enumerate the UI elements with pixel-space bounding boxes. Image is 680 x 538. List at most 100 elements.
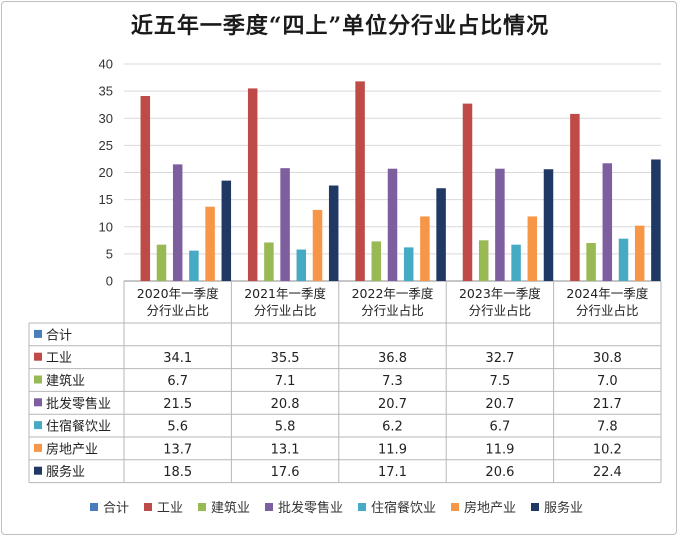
table-cell: 11.9: [378, 442, 407, 457]
category-label: 2022年一季度: [352, 286, 434, 301]
bar-工业-1: [247, 88, 258, 281]
bar-服务业-4: [651, 159, 661, 281]
table-cell: 6.2: [382, 420, 403, 435]
table-cell: 13.7: [163, 442, 192, 457]
row-header: 工业: [46, 351, 72, 366]
bar-住宿餐饮业-1: [296, 249, 307, 281]
row-key-批发零售业: [34, 398, 42, 407]
row-header: 房地产业: [46, 441, 98, 457]
y-tick-label: 30: [99, 111, 113, 126]
legend-key-工业: [144, 503, 152, 511]
bar-住宿餐饮业-3: [511, 244, 521, 281]
bar-批发零售业-1: [280, 168, 290, 281]
bar-工业-2: [355, 81, 365, 281]
category-label: 分行业占比: [361, 303, 424, 318]
y-tick-label: 0: [106, 274, 113, 289]
table-cell: 21.7: [593, 397, 622, 412]
bar-批发零售业-4: [602, 163, 613, 281]
row-key-建筑业: [34, 375, 42, 384]
row-key-房地产业: [34, 443, 42, 452]
table-cell: 6.7: [167, 374, 188, 389]
row-key-工业: [34, 352, 42, 361]
category-label: 2021年一季度: [244, 286, 326, 301]
category-label: 2023年一季度: [459, 286, 541, 301]
table-cell: 11.9: [485, 442, 514, 457]
table-cell: 17.1: [378, 465, 407, 480]
table-cell: 7.8: [597, 420, 618, 435]
table-cell: 6.7: [490, 420, 511, 435]
legend-label: 批发零售业: [278, 500, 343, 516]
legend-label: 房地产业: [464, 500, 516, 516]
table-cell: 30.8: [593, 351, 622, 366]
table-cell: 21.5: [163, 397, 192, 412]
y-tick-label: 40: [99, 57, 113, 72]
bar-服务业-0: [221, 180, 232, 281]
bar-工业-0: [140, 96, 151, 281]
y-tick-label: 35: [99, 84, 113, 99]
y-tick-label: 15: [99, 192, 113, 207]
bar-建筑业-2: [371, 241, 382, 281]
legend-key-住宿餐饮业: [358, 503, 366, 511]
table-cell: 22.4: [593, 465, 622, 480]
row-header: 合计: [46, 328, 72, 343]
bar-房地产业-2: [420, 216, 430, 281]
legend-key-房地产业: [451, 503, 459, 511]
bar-房地产业-4: [634, 225, 645, 281]
table-cell: 17.6: [271, 465, 300, 480]
table-cell: 32.7: [485, 351, 514, 366]
bar-工业-3: [462, 103, 473, 281]
row-key-服务业: [34, 466, 42, 475]
chart-title: 近五年一季度“四上”单位分行业占比情况: [130, 13, 550, 39]
y-tick-label: 10: [99, 219, 113, 234]
bar-批发零售业-3: [495, 168, 505, 281]
table-cell: 36.8: [378, 351, 407, 366]
bar-服务业-2: [436, 188, 446, 281]
row-header: 建筑业: [46, 373, 85, 389]
table-cell: 10.2: [593, 442, 622, 457]
row-key-合计: [34, 329, 42, 338]
row-key-住宿餐饮业: [34, 421, 42, 430]
table-cell: 13.1: [271, 442, 300, 457]
bar-服务业-1: [328, 185, 339, 281]
table-cell: 7.1: [275, 374, 296, 389]
bar-住宿餐饮业-4: [618, 238, 629, 281]
table-cell: 20.7: [485, 397, 514, 412]
y-tick-label: 5: [106, 246, 113, 261]
table-cell: 20.6: [485, 465, 514, 480]
bar-房地产业-0: [205, 206, 215, 281]
table-cell: 7.3: [382, 374, 403, 389]
category-label: 2024年一季度: [566, 286, 648, 301]
table-cell: 7.0: [597, 374, 618, 389]
legend-label: 工业: [157, 501, 183, 516]
bar-住宿餐饮业-2: [403, 247, 414, 281]
legend-label: 住宿餐饮业: [371, 500, 436, 516]
bar-建筑业-0: [156, 244, 167, 281]
legend-label: 建筑业: [211, 500, 250, 516]
legend-label: 服务业: [544, 500, 583, 516]
bar-建筑业-1: [264, 242, 274, 281]
bar-房地产业-1: [312, 209, 323, 281]
table-cell: 5.8: [275, 420, 296, 435]
bar-建筑业-3: [478, 240, 489, 281]
category-label: 分行业占比: [254, 303, 317, 318]
bar-工业-4: [570, 113, 580, 281]
row-header: 住宿餐饮业: [46, 419, 111, 435]
table-cell: 34.1: [163, 351, 192, 366]
legend-key-批发零售业: [265, 503, 273, 511]
category-label: 分行业占比: [576, 303, 639, 318]
table-cell: 20.8: [271, 397, 300, 412]
table-cell: 35.5: [271, 351, 300, 366]
row-header: 服务业: [46, 464, 85, 480]
row-header: 批发零售业: [46, 396, 111, 412]
table-cell: 7.5: [490, 374, 511, 389]
category-label: 分行业占比: [469, 303, 532, 318]
legend-key-建筑业: [198, 503, 206, 511]
bar-住宿餐饮业-0: [189, 250, 199, 281]
bar-建筑业-4: [586, 243, 596, 281]
category-label: 分行业占比: [146, 303, 209, 318]
y-tick-label: 20: [99, 165, 113, 180]
y-tick-label: 25: [99, 138, 113, 153]
legend-label: 合计: [103, 501, 129, 516]
table-cell: 5.6: [167, 420, 188, 435]
